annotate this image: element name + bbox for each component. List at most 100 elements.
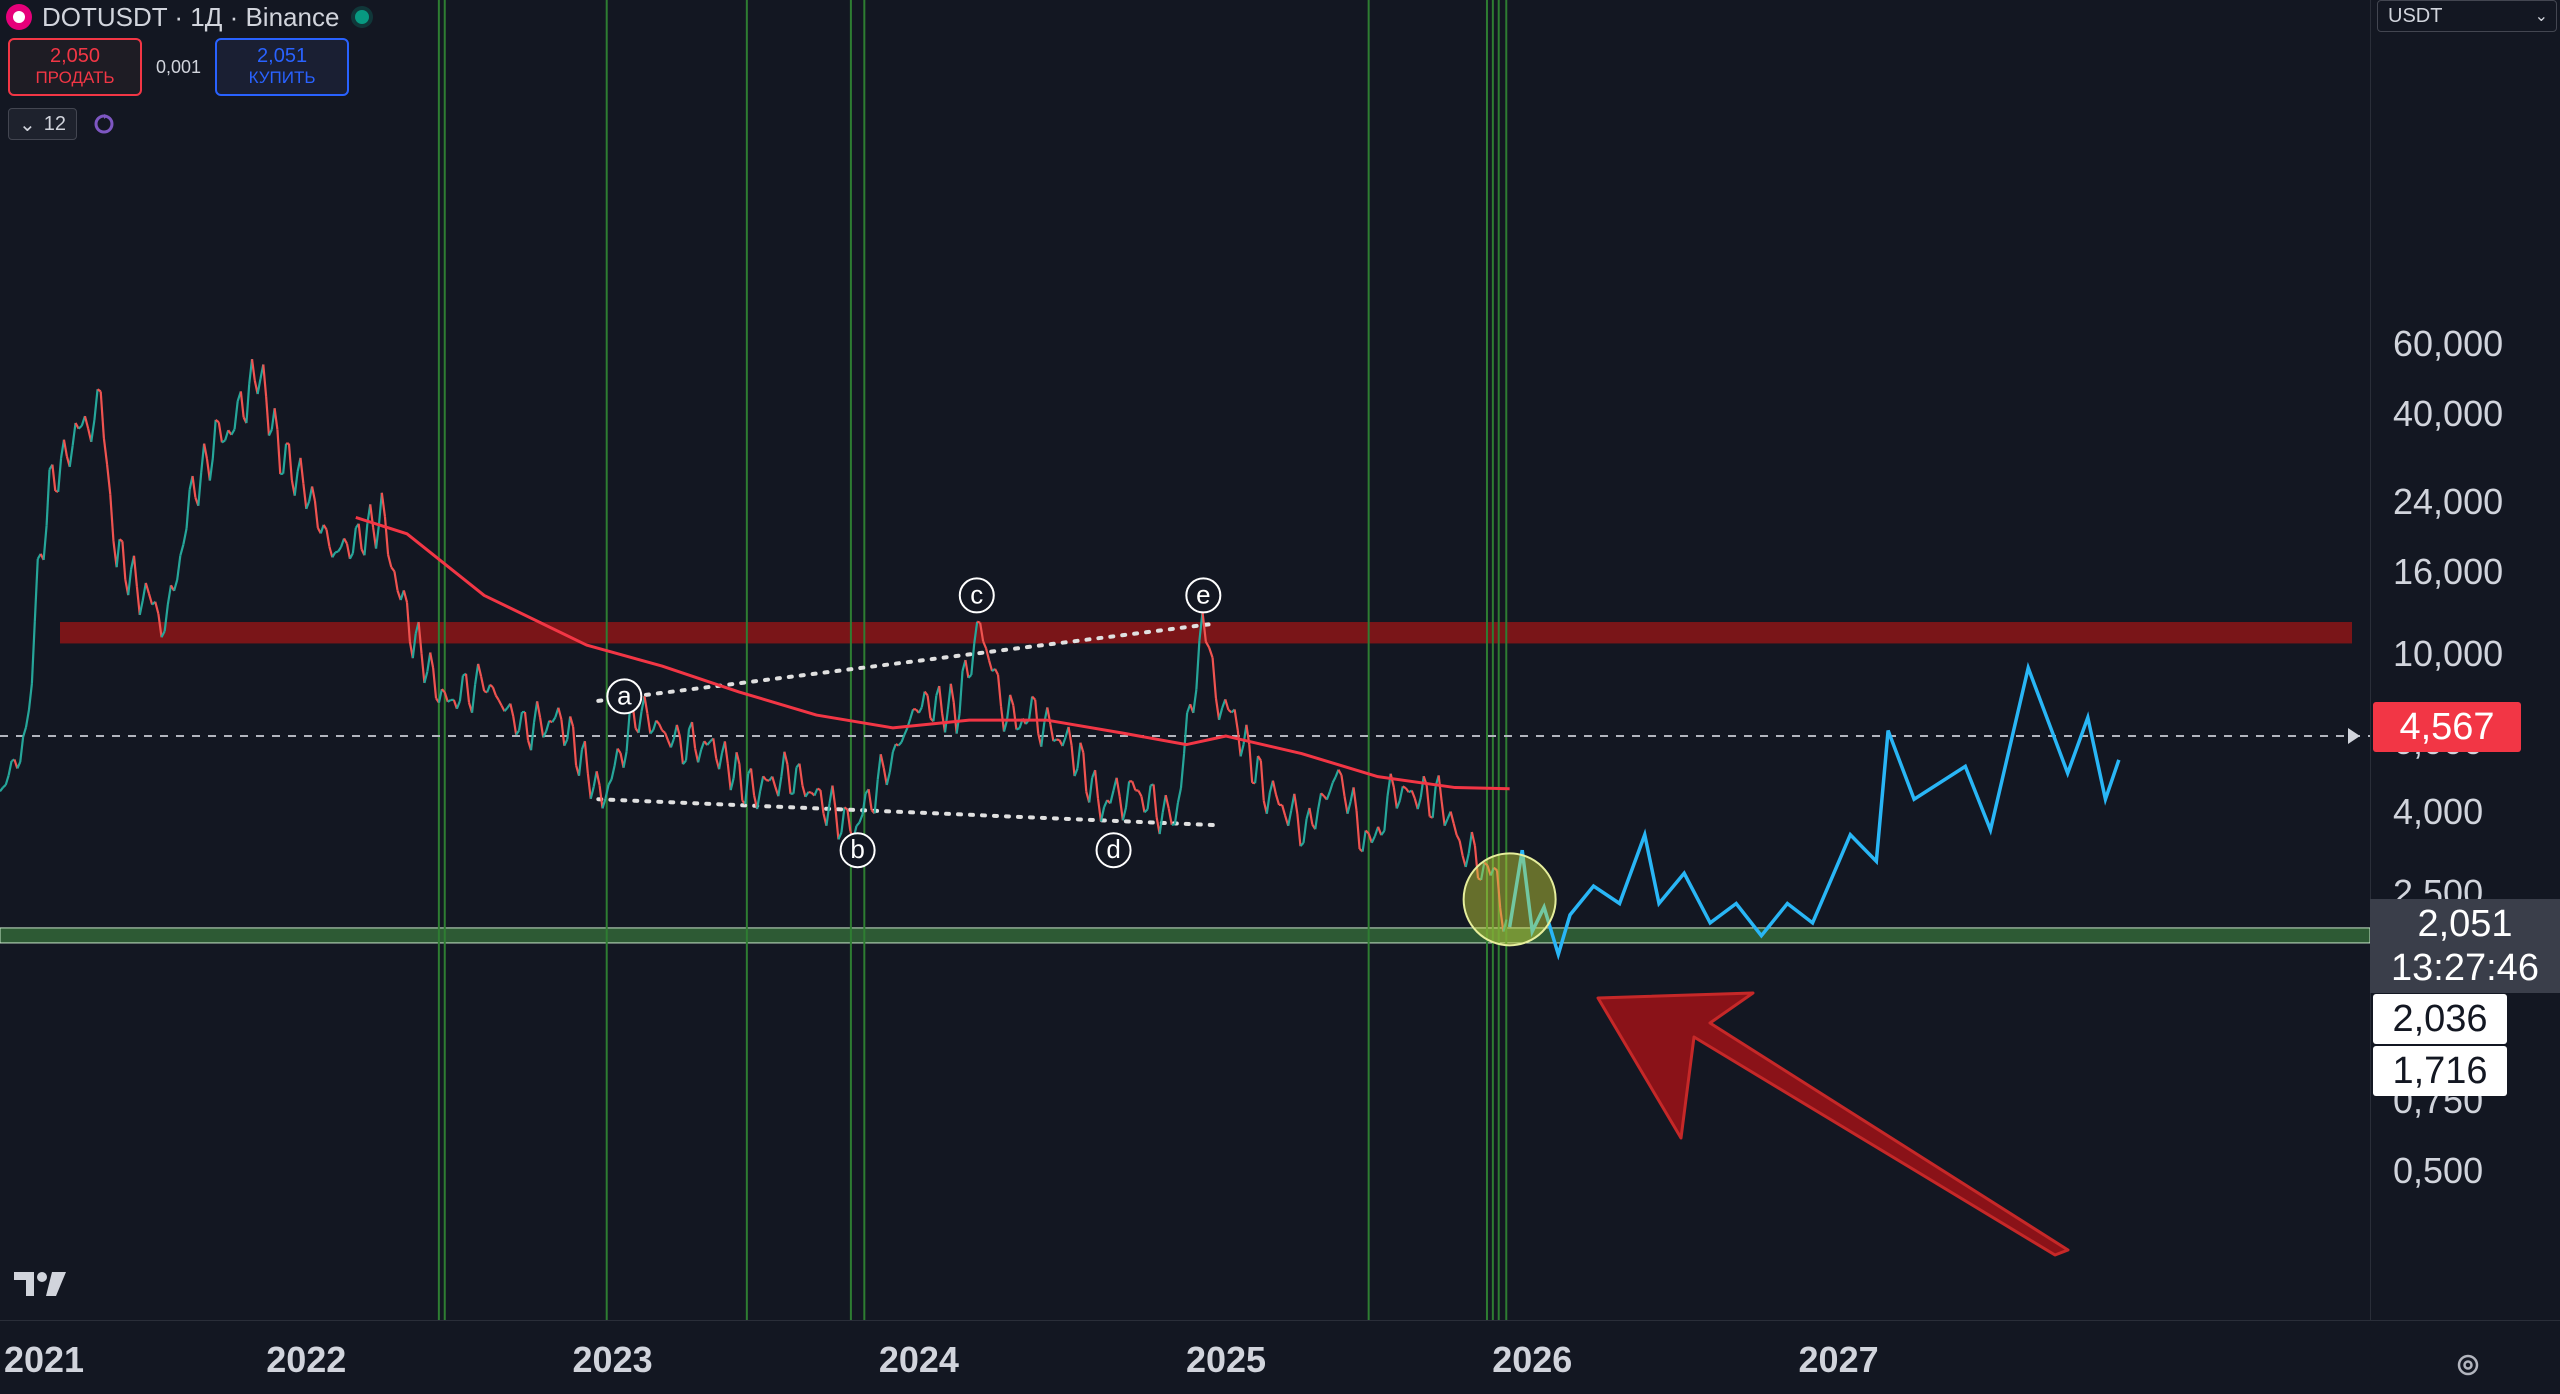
price-candle bbox=[1069, 727, 1072, 746]
price-candle bbox=[1184, 713, 1187, 754]
price-candle bbox=[1341, 775, 1344, 796]
price-candle bbox=[1216, 698, 1219, 720]
price-candle bbox=[1178, 788, 1181, 803]
price-candle bbox=[1004, 720, 1007, 731]
settings-icon[interactable] bbox=[2454, 1351, 2482, 1379]
price-candle bbox=[1297, 814, 1300, 846]
symbol-title[interactable]: DOTUSDT · 1Д · Binance bbox=[42, 2, 339, 33]
price-candle bbox=[1154, 784, 1157, 817]
price-candle bbox=[198, 473, 201, 506]
price-candle bbox=[1072, 746, 1075, 776]
price-candle bbox=[225, 430, 228, 440]
price-candle bbox=[719, 753, 722, 769]
price-candle bbox=[1010, 695, 1013, 705]
x-tick-label: 2026 bbox=[1492, 1339, 1572, 1381]
price-candle bbox=[558, 708, 561, 720]
price-candle bbox=[1363, 830, 1366, 851]
spread-value: 0,001 bbox=[156, 57, 201, 78]
price-candle bbox=[1062, 737, 1065, 746]
price-candle bbox=[231, 429, 234, 435]
price-candle bbox=[1056, 740, 1059, 741]
price-candle bbox=[820, 790, 823, 813]
price-candle bbox=[481, 677, 484, 691]
price-candle bbox=[1348, 802, 1351, 814]
price-candle bbox=[1451, 812, 1454, 824]
price-candle bbox=[32, 621, 35, 684]
price-candle bbox=[143, 583, 146, 601]
price-candle bbox=[989, 660, 992, 671]
price-candle bbox=[878, 754, 881, 779]
price-candle bbox=[174, 580, 177, 591]
price-candle bbox=[263, 364, 266, 396]
price-candle bbox=[707, 741, 710, 745]
sell-price: 2,050 bbox=[50, 45, 100, 67]
buy-button[interactable]: 2,051 КУПИТЬ bbox=[215, 38, 349, 96]
price-candle bbox=[424, 672, 427, 683]
currency-label: USDT bbox=[2388, 5, 2442, 28]
price-candle bbox=[665, 733, 668, 741]
price-candle bbox=[177, 556, 180, 580]
price-candle bbox=[1333, 777, 1336, 783]
price-scale[interactable]: USDT ⌄ 60,00040,00024,00016,00010,0006,0… bbox=[2370, 0, 2560, 1320]
price-candle bbox=[6, 775, 9, 785]
price-candle bbox=[1228, 710, 1231, 713]
price-candle bbox=[204, 444, 207, 459]
price-candle bbox=[757, 791, 760, 809]
price-candle bbox=[1166, 795, 1169, 808]
price-candle bbox=[382, 493, 385, 517]
price-candle bbox=[26, 710, 29, 727]
sell-button[interactable]: 2,050 ПРОДАТЬ bbox=[8, 38, 142, 96]
y-tick-label: 10,000 bbox=[2393, 633, 2503, 675]
price-candle bbox=[656, 721, 659, 724]
price-candle bbox=[1327, 792, 1330, 800]
price-candle bbox=[149, 594, 152, 605]
indicators-toggle[interactable]: ⌄ 12 bbox=[8, 108, 77, 140]
price-candle bbox=[364, 524, 367, 555]
sync-icon[interactable] bbox=[91, 111, 117, 137]
price-candle bbox=[1472, 832, 1475, 846]
price-candle bbox=[20, 737, 23, 762]
price-candle bbox=[422, 653, 425, 683]
price-candle bbox=[1169, 809, 1172, 825]
price-candle bbox=[1160, 813, 1163, 834]
last-price-label: 2,051 13:27:46 bbox=[2370, 899, 2560, 993]
price-candle bbox=[29, 684, 32, 710]
price-candle bbox=[487, 685, 490, 693]
support-zone bbox=[0, 928, 2370, 943]
price-candle bbox=[1249, 745, 1252, 783]
price-candle bbox=[1132, 781, 1135, 790]
price-candle bbox=[1288, 810, 1291, 825]
price-candle bbox=[1175, 803, 1178, 824]
y-tick-label: 16,000 bbox=[2393, 551, 2503, 593]
price-candle bbox=[588, 773, 591, 799]
price-candle bbox=[275, 408, 278, 429]
price-candle bbox=[1427, 785, 1430, 816]
price-candle bbox=[751, 768, 754, 795]
price-candle bbox=[1225, 699, 1228, 709]
price-candle bbox=[609, 779, 612, 785]
indicators-row: ⌄ 12 bbox=[8, 108, 117, 140]
chart-header: DOTUSDT · 1Д · Binance bbox=[0, 0, 369, 34]
price-candle bbox=[1123, 807, 1126, 820]
price-candle bbox=[391, 567, 394, 571]
price-candle bbox=[1255, 756, 1258, 783]
price-candle bbox=[585, 741, 588, 773]
price-candle bbox=[1219, 708, 1222, 720]
price-candle bbox=[1394, 787, 1397, 808]
price-candle bbox=[210, 459, 213, 481]
price-candle bbox=[1406, 788, 1409, 792]
alert-price-label-1: 2,036 bbox=[2373, 994, 2507, 1044]
price-candle bbox=[1338, 770, 1341, 775]
price-candle bbox=[567, 716, 570, 739]
currency-selector[interactable]: USDT ⌄ bbox=[2377, 0, 2557, 32]
price-candle bbox=[353, 528, 356, 553]
price-candle bbox=[52, 465, 55, 491]
price-candle bbox=[329, 547, 332, 558]
highlight-circle bbox=[1464, 853, 1556, 945]
price-candle bbox=[600, 785, 603, 808]
price-candle bbox=[187, 490, 190, 529]
price-candle bbox=[698, 750, 701, 763]
x-tick-label: 2027 bbox=[1799, 1339, 1879, 1381]
